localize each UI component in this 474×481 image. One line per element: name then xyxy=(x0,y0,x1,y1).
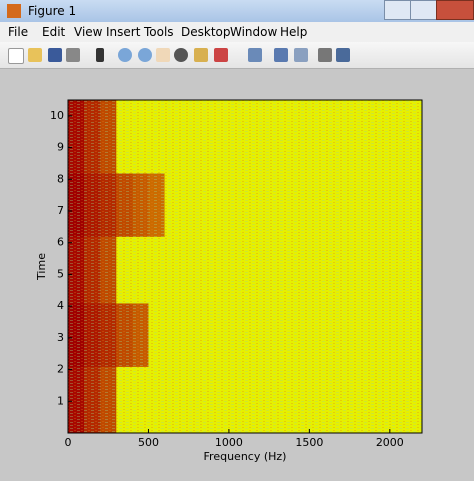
y-tick-label: 5 xyxy=(57,267,64,280)
menu-item[interactable]: Desktop xyxy=(181,25,231,39)
save-button[interactable] xyxy=(48,48,62,62)
chart: 0 500 1000 1500 2000 1 2 3 4 5 6 7 8 9 10 Frequency (Hz… xyxy=(35,99,423,463)
close-button[interactable] xyxy=(436,0,474,20)
y-tick-label: 1 xyxy=(57,394,64,407)
title-bar: Figure 1 xyxy=(0,0,474,22)
y-tick-label: 2 xyxy=(57,363,64,376)
zoom-in-button[interactable] xyxy=(118,48,132,62)
pointer-button[interactable] xyxy=(96,48,104,62)
pan-button[interactable] xyxy=(156,48,170,62)
y-tick-label: 6 xyxy=(57,236,64,249)
y-tick-label: 7 xyxy=(57,204,64,217)
link-button[interactable] xyxy=(248,48,262,62)
y-tick-label: 8 xyxy=(57,172,64,185)
y-tick-label: 10 xyxy=(50,109,64,122)
app-icon xyxy=(7,4,21,18)
menu-item[interactable]: Help xyxy=(280,25,308,39)
dock-button[interactable] xyxy=(336,48,350,62)
hide-tools-button[interactable] xyxy=(318,48,332,62)
maximize-button[interactable] xyxy=(410,0,437,20)
menu-item[interactable]: Tools xyxy=(144,25,174,39)
zoom-out-button[interactable] xyxy=(138,48,152,62)
x-tick-label: 0 xyxy=(65,436,72,449)
menu-item[interactable]: File xyxy=(8,25,29,39)
menu-item[interactable]: Insert xyxy=(106,25,141,39)
colorbar-button[interactable] xyxy=(274,48,288,62)
brush-button[interactable] xyxy=(214,48,228,62)
texture xyxy=(68,100,422,433)
y-axis-label: Time xyxy=(35,253,48,281)
menu-item[interactable]: Window xyxy=(230,25,278,39)
y-tick-label: 4 xyxy=(57,299,64,312)
minimize-button[interactable] xyxy=(384,0,411,20)
y-tick-label: 3 xyxy=(57,331,64,344)
x-tick-label: 2000 xyxy=(376,436,404,449)
legend-button[interactable] xyxy=(294,48,308,62)
open-button[interactable] xyxy=(28,48,42,62)
menu-item[interactable]: View xyxy=(74,25,103,39)
datacursor-button[interactable] xyxy=(194,48,208,62)
rotate-button[interactable] xyxy=(174,48,188,62)
menu-bar: File Edit View Insert Tools Desktop Window Help xyxy=(0,22,474,42)
y-tick-label: 9 xyxy=(57,141,64,154)
print-button[interactable] xyxy=(66,48,80,62)
x-tick-label: 500 xyxy=(138,436,159,449)
menu-item[interactable]: Edit xyxy=(42,25,66,39)
x-tick-label: 1000 xyxy=(215,436,243,449)
x-axis-label: Frequency (Hz) xyxy=(204,450,287,463)
toolbar xyxy=(0,42,474,69)
window-title: Figure 1 xyxy=(28,4,77,18)
x-tick-label: 1500 xyxy=(295,436,323,449)
new-button[interactable] xyxy=(8,48,24,64)
axes-box xyxy=(67,99,423,434)
